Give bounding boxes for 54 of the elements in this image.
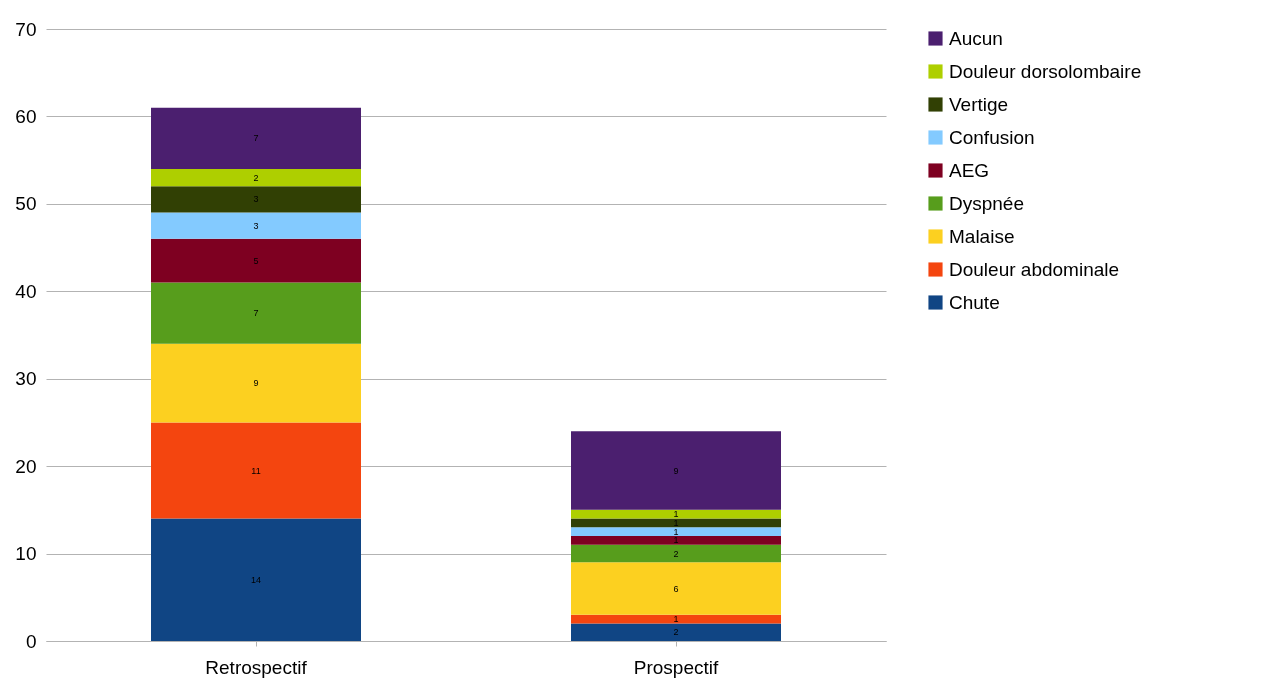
- data-label: 5: [253, 255, 259, 266]
- bar: [571, 518, 781, 528]
- legend-label: Douleur dorsolombaire: [949, 60, 1142, 82]
- data-label: 11: [251, 465, 261, 476]
- x-tick-label: Prospectif: [633, 656, 719, 678]
- bar: [571, 431, 781, 510]
- x-tick-label: Retrospectif: [205, 656, 308, 678]
- legend-label: Vertige: [949, 93, 1009, 115]
- bar: [151, 168, 361, 187]
- y-tick-label: 0: [25, 630, 37, 652]
- y-tick-label: 60: [15, 105, 37, 127]
- y-tick-label: 40: [15, 280, 37, 302]
- legend-label: Confusion: [949, 126, 1035, 148]
- legend-label: AEG: [949, 159, 990, 181]
- bar: [151, 343, 361, 423]
- legend-label: Douleur abdominale: [949, 258, 1120, 280]
- bar: [571, 614, 781, 624]
- bar: [571, 623, 781, 641]
- data-label: 6: [673, 583, 679, 594]
- data-label: 1: [673, 509, 679, 520]
- data-label: 1: [673, 535, 679, 546]
- data-label: 1: [673, 526, 679, 537]
- bar: [151, 422, 361, 519]
- data-label: 9: [253, 378, 259, 389]
- bar: [571, 527, 781, 537]
- data-label: 7: [253, 133, 259, 144]
- data-label: 1: [673, 517, 679, 528]
- bar: [571, 544, 781, 563]
- data-label: 2: [673, 548, 679, 559]
- bar: [151, 212, 361, 239]
- bar: [571, 509, 781, 519]
- y-tick-label: 10: [15, 543, 37, 565]
- data-label: 9: [673, 465, 679, 476]
- data-label: 2: [253, 172, 259, 183]
- data-label: 7: [253, 308, 259, 319]
- data-label: 1: [673, 614, 679, 625]
- bar: [571, 536, 781, 545]
- data-label: 3: [253, 220, 259, 231]
- legend-label: Chute: [949, 291, 1000, 313]
- bar: [151, 238, 361, 283]
- data-label: 2: [673, 627, 679, 638]
- bar: [151, 282, 361, 344]
- bar: [151, 518, 361, 641]
- legend-label: Dyspnée: [949, 192, 1024, 214]
- data-label: 14: [250, 574, 262, 585]
- bar: [151, 107, 361, 169]
- bar: [151, 186, 361, 213]
- y-tick-label: 50: [15, 193, 37, 215]
- y-tick-label: 30: [15, 368, 37, 390]
- y-tick-label: 70: [15, 18, 37, 40]
- y-tick-label: 20: [15, 455, 37, 477]
- legend-label: Aucun: [949, 27, 1003, 49]
- bar: [571, 562, 781, 615]
- legend-label: Malaise: [949, 225, 1015, 247]
